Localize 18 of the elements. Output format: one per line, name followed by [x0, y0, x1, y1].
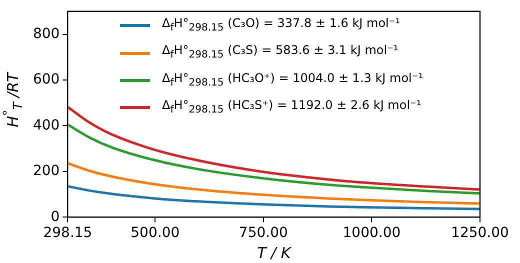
legend-label: Δ$_{f}$H°$_{298.15}$ (HC₃S⁺) = 1192.0 ± 2.6 kJ mol⁻¹ [162, 97, 422, 118]
line-series [68, 123, 480, 195]
legend-label: Δ$_{f}$H°$_{298.15}$ (HC₃O⁺) = 1004.0 ± 1.3 kJ mol⁻¹ [162, 70, 424, 90]
y-tick-label: 800 [32, 26, 60, 42]
legend-label: Δ$_{f}$H°$_{298.15}$ (C₃O) = 337.8 ± 1.6 kJ mol⁻¹ [162, 15, 400, 36]
x-axis-title: T / K [257, 244, 292, 262]
y-tick-label: 600 [32, 72, 60, 88]
x-tick-label: 1000.00 [342, 225, 401, 242]
x-tick-label: 298.15 [43, 225, 92, 242]
line-series [68, 162, 480, 205]
x-tick-label: 1250.00 [451, 225, 509, 242]
y-tick-label: 200 [32, 163, 60, 180]
x-tick-label: 750.00 [238, 225, 288, 242]
line-series [68, 185, 480, 210]
legend-label: Δ$_{f}$H°$_{298.15}$ (C₃S) = 583.6 ± 3.1 kJ mol⁻¹ [162, 42, 398, 63]
y-tick-label: 400 [32, 117, 60, 134]
x-tick-label: 500.00 [130, 225, 180, 242]
y-tick-label: 0 [50, 208, 60, 225]
